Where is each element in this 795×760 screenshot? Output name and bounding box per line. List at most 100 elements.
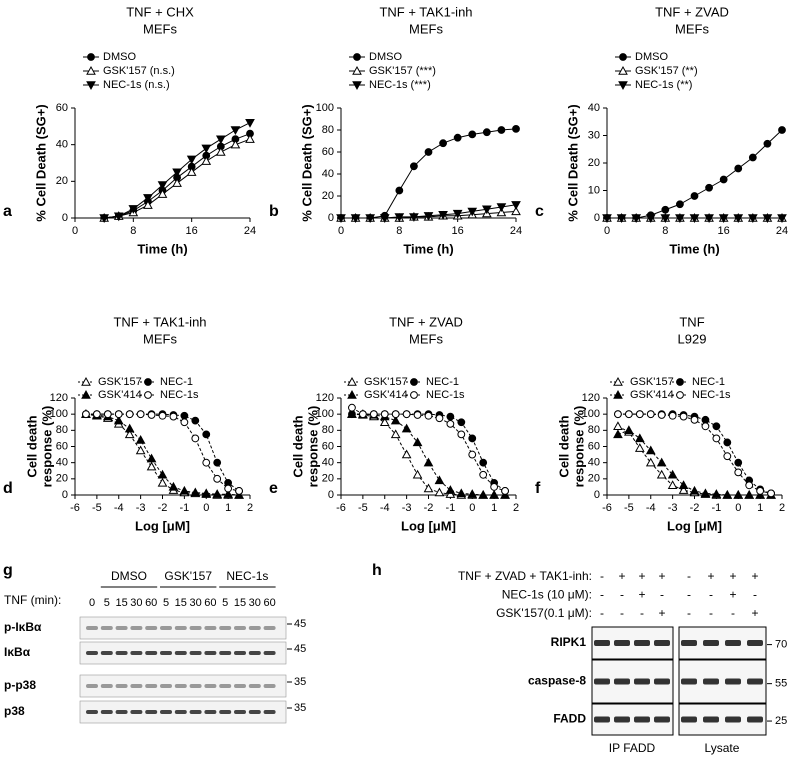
band: [189, 710, 202, 714]
time: 5: [104, 597, 110, 609]
band: [594, 678, 610, 685]
band: [681, 640, 697, 646]
marker: [202, 458, 211, 467]
legend-label: GSK'157 (n.s.): [103, 65, 175, 77]
legend-label: NEC-1s (**): [635, 79, 692, 91]
fit-curve: [351, 413, 506, 496]
y-tick-label: 100: [50, 408, 68, 420]
x-tick-label: 0: [735, 502, 741, 514]
chart-subtitle: MEFs: [675, 21, 709, 36]
y-tick-label: 0: [594, 212, 600, 224]
marker: [413, 411, 422, 419]
marker: [213, 474, 222, 483]
marker: [157, 469, 168, 479]
band: [634, 678, 650, 685]
band: [174, 651, 187, 655]
marker: [235, 487, 243, 495]
legend-marker: [410, 391, 418, 399]
band: [703, 678, 719, 685]
sign: -: [709, 606, 713, 620]
time: 60: [145, 597, 157, 609]
marker: [180, 411, 189, 420]
marker: [777, 214, 787, 224]
condition-label: NEC-1s (10 μM):: [502, 588, 592, 602]
row-label: RIPK1: [551, 635, 587, 649]
band: [614, 678, 630, 685]
legend-label: NEC-1s: [160, 389, 199, 401]
marker: [186, 155, 197, 165]
fit-curve: [617, 425, 772, 496]
band: [654, 640, 670, 646]
row-label: p-IκBα: [4, 620, 42, 634]
band: [160, 651, 172, 655]
marker: [348, 403, 356, 412]
x-tick-label: 0: [469, 502, 475, 514]
marker: [401, 449, 412, 459]
marker: [482, 128, 491, 137]
marker: [125, 410, 134, 419]
x-axis-label: Time (h): [669, 241, 719, 256]
y-tick-label: 120: [316, 392, 334, 404]
chart-title: TNF + TAK1-inh: [113, 314, 206, 329]
group-label: DMSO: [111, 569, 147, 583]
marker: [479, 458, 488, 467]
marker: [146, 461, 157, 471]
y-tick-label: 80: [588, 424, 600, 436]
y-axis-label: % Cell Death (SG+): [565, 104, 580, 221]
marker: [99, 214, 110, 224]
y-tick-label: 20: [56, 473, 68, 485]
marker: [92, 410, 101, 419]
marker: [224, 484, 233, 493]
marker: [624, 410, 633, 419]
marker: [676, 200, 684, 209]
marker: [712, 434, 721, 443]
marker: [215, 146, 226, 156]
y-axis-label: response (%): [39, 406, 54, 488]
y-tick-label: 0: [62, 489, 68, 501]
band: [189, 626, 202, 630]
marker: [446, 419, 455, 428]
section-label: Lysate: [705, 741, 740, 755]
marker: [424, 411, 433, 420]
marker: [657, 411, 666, 419]
band: [681, 678, 697, 685]
y-axis-label: response (%): [305, 406, 320, 488]
band: [594, 716, 610, 723]
band: [234, 626, 246, 630]
marker: [689, 214, 700, 224]
marker: [143, 200, 153, 209]
marker: [481, 205, 492, 215]
marker: [457, 430, 466, 439]
x-tick-label: 16: [718, 225, 730, 237]
panel-letter: f: [535, 480, 541, 497]
marker: [602, 214, 612, 224]
marker: [143, 194, 153, 203]
marker: [423, 457, 434, 467]
band: [234, 684, 246, 688]
band: [747, 678, 763, 685]
band: [725, 678, 741, 685]
row-label: p-p38: [4, 678, 36, 692]
x-tick-label: -5: [358, 502, 368, 514]
marker: [489, 489, 499, 499]
mw-label: 35: [294, 676, 306, 688]
marker: [172, 168, 182, 178]
marker: [179, 485, 190, 495]
legend-marker: [353, 53, 361, 61]
band: [204, 684, 217, 688]
marker: [667, 480, 678, 489]
x-tick-label: -5: [92, 502, 102, 514]
sign: +: [751, 569, 758, 583]
marker: [762, 214, 773, 224]
marker: [202, 430, 211, 439]
y-tick-label: 80: [322, 124, 334, 136]
marker: [748, 153, 757, 162]
band: [248, 684, 261, 688]
legend-marker: [81, 389, 91, 399]
marker: [201, 144, 212, 154]
marker: [114, 410, 123, 419]
x-tick-label: -1: [179, 502, 189, 514]
x-tick-label: -6: [70, 502, 80, 514]
x-tick-label: 2: [779, 502, 785, 514]
marker: [468, 434, 477, 443]
